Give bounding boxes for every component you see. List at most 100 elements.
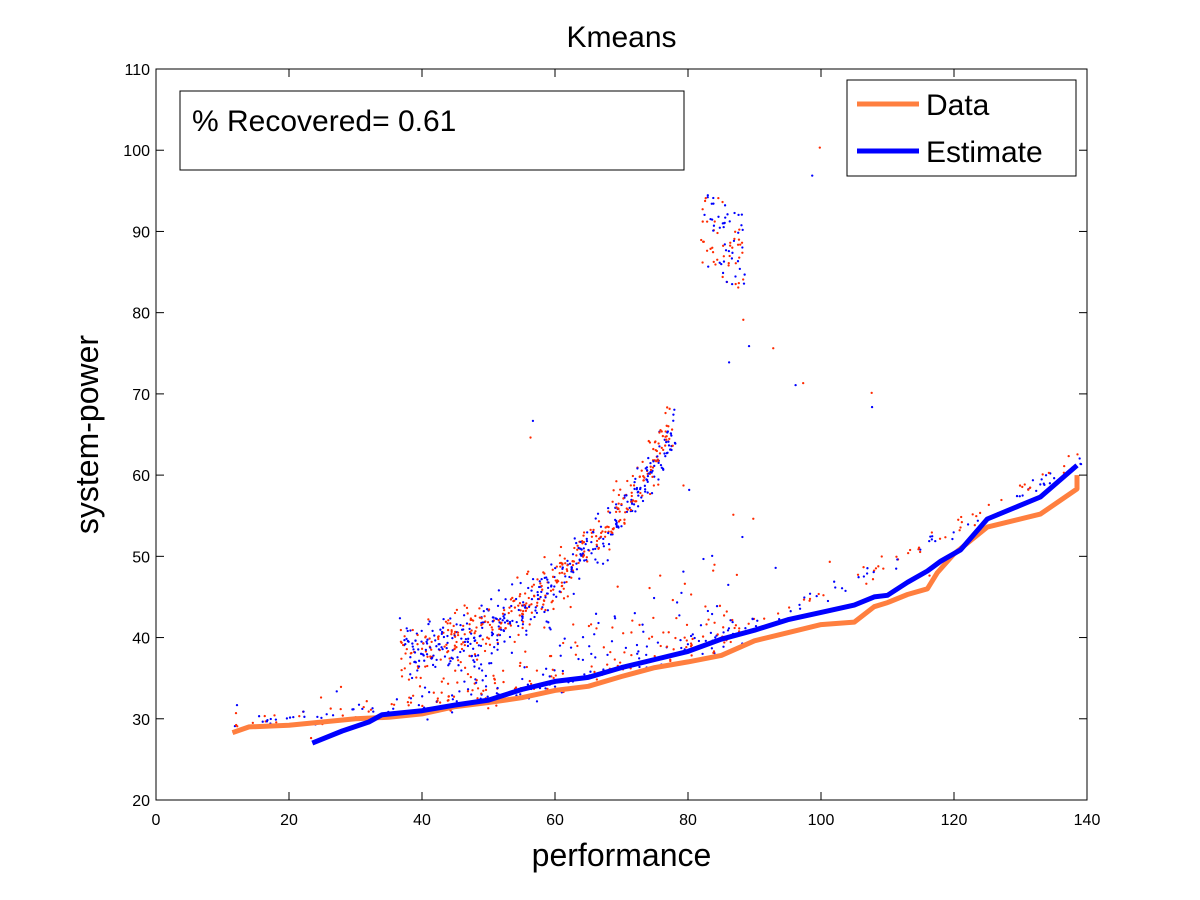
scatter-point bbox=[895, 555, 898, 558]
scatter-point bbox=[484, 685, 488, 688]
scatter-point bbox=[561, 669, 565, 673]
scatter-point bbox=[466, 612, 469, 615]
scatter-point bbox=[619, 518, 622, 522]
scatter-point bbox=[713, 563, 716, 566]
scatter-point bbox=[724, 216, 727, 219]
scatter-point bbox=[456, 659, 460, 662]
scatter-point bbox=[400, 657, 403, 660]
scatter-point bbox=[686, 643, 690, 646]
scatter-point bbox=[665, 645, 669, 648]
scatter-point bbox=[583, 550, 586, 553]
scatter-point bbox=[704, 197, 707, 200]
scatter-point bbox=[533, 615, 536, 619]
scatter-point bbox=[691, 633, 694, 636]
scatter-point bbox=[440, 691, 443, 694]
scatter-point bbox=[427, 622, 430, 626]
scatter-point bbox=[426, 638, 429, 641]
scatter-point bbox=[636, 491, 639, 494]
scatter-point bbox=[462, 614, 466, 617]
scatter-point bbox=[409, 629, 412, 632]
scatter-point bbox=[427, 691, 431, 694]
scatter-point bbox=[606, 663, 609, 666]
scatter-point bbox=[656, 641, 660, 644]
scatter-point bbox=[659, 644, 662, 648]
scatter-point bbox=[581, 658, 585, 662]
scatter-point bbox=[736, 260, 740, 263]
scatter-point bbox=[568, 575, 571, 579]
scatter-point bbox=[701, 240, 705, 243]
scatter-point bbox=[552, 676, 555, 680]
scatter-point bbox=[742, 278, 745, 281]
scatter-point bbox=[723, 243, 726, 246]
legend: Data Estimate bbox=[846, 79, 1077, 177]
scatter-point bbox=[643, 488, 647, 491]
scatter-point bbox=[802, 598, 806, 601]
x-tick-label: 0 bbox=[152, 812, 161, 829]
scatter-point bbox=[339, 685, 343, 689]
scatter-point bbox=[736, 243, 740, 246]
scatter-point bbox=[446, 641, 449, 644]
scatter-point bbox=[671, 598, 674, 602]
scatter-point bbox=[530, 597, 534, 601]
scatter-point bbox=[747, 622, 750, 625]
scatter-point bbox=[475, 626, 478, 629]
scatter-point bbox=[547, 621, 550, 624]
scatter-point bbox=[566, 559, 569, 563]
scatter-point bbox=[659, 574, 662, 577]
scatter-point bbox=[798, 603, 801, 607]
scatter-point bbox=[667, 631, 670, 634]
scatter-point bbox=[490, 652, 493, 655]
scatter-point bbox=[611, 626, 614, 629]
scatter-point bbox=[525, 602, 528, 605]
scatter-point bbox=[735, 573, 739, 577]
scatter-point bbox=[710, 202, 713, 205]
scatter-point bbox=[664, 435, 667, 438]
scatter-point bbox=[541, 588, 544, 591]
scatter-point bbox=[673, 408, 676, 411]
scatter-point bbox=[455, 700, 458, 703]
scatter-point bbox=[563, 557, 566, 560]
scatter-point bbox=[474, 639, 477, 642]
scatter-point bbox=[632, 503, 636, 506]
scatter-point bbox=[521, 615, 524, 618]
scatter-point bbox=[643, 490, 647, 493]
scatter-point bbox=[320, 716, 323, 720]
scatter-point bbox=[527, 605, 531, 609]
scatter-point bbox=[589, 528, 592, 532]
scatter-point bbox=[484, 674, 488, 678]
scatter-point bbox=[709, 631, 713, 635]
scatter-point bbox=[670, 434, 673, 437]
scatter-point bbox=[614, 503, 618, 506]
scatter-point bbox=[702, 557, 705, 561]
scatter-point bbox=[497, 625, 500, 628]
scatter-point bbox=[629, 508, 633, 512]
scatter-point bbox=[470, 629, 473, 632]
scatter-point bbox=[235, 704, 239, 707]
scatter-point bbox=[325, 713, 328, 716]
scatter-point bbox=[390, 702, 393, 706]
scatter-point bbox=[606, 653, 609, 657]
scatter-point bbox=[507, 622, 510, 625]
scatter-point bbox=[460, 669, 463, 672]
scatter-point bbox=[882, 567, 885, 570]
scatter-point bbox=[664, 455, 667, 458]
scatter-point bbox=[734, 282, 737, 286]
y-tick-label: 80 bbox=[132, 306, 150, 323]
scatter-point bbox=[623, 518, 626, 521]
scatter-point bbox=[685, 639, 688, 642]
scatter-point bbox=[665, 440, 668, 444]
scatter-point bbox=[416, 643, 419, 646]
scatter-point bbox=[528, 623, 531, 626]
scatter-point bbox=[502, 608, 506, 612]
scatter-point bbox=[428, 637, 431, 640]
scatter-point bbox=[594, 558, 597, 561]
scatter-point bbox=[734, 624, 738, 627]
scatter-point bbox=[599, 535, 603, 538]
scatter-point bbox=[570, 570, 573, 573]
scatter-point bbox=[406, 639, 410, 643]
scatter-point bbox=[453, 632, 456, 636]
scatter-point bbox=[309, 736, 313, 740]
scatter-point bbox=[743, 273, 746, 276]
scatter-point bbox=[495, 704, 498, 707]
scatter-point bbox=[549, 654, 553, 658]
